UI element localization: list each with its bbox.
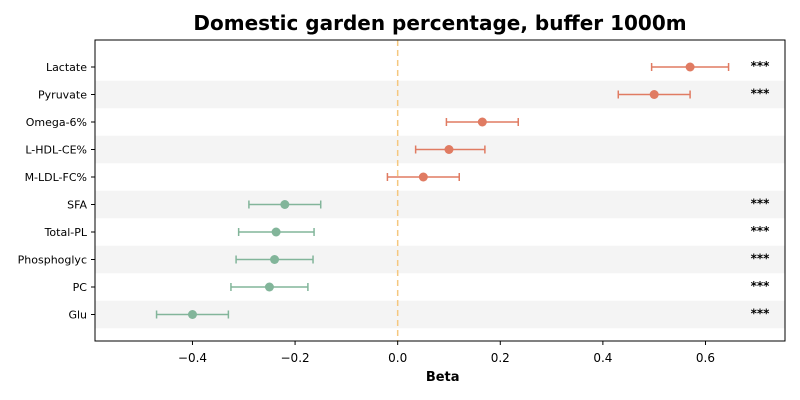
coefficient-row	[650, 62, 730, 72]
coefficient-row	[155, 310, 230, 319]
x-tick-label: −0.2	[281, 351, 310, 365]
beta-point	[444, 145, 454, 154]
chart-title: Domestic garden percentage, buffer 1000m	[193, 11, 686, 35]
beta-point	[418, 172, 428, 182]
significance-markers: *** *** *** *** *** *** ***	[751, 59, 771, 321]
y-tick-label: Omega-6%	[26, 116, 87, 129]
coefficient-row	[235, 255, 314, 264]
beta-point	[270, 255, 280, 264]
x-tick-label: 0.4	[593, 351, 612, 365]
y-tick-label: Total-PL	[44, 226, 88, 239]
beta-point	[477, 117, 487, 127]
beta-point	[649, 90, 659, 99]
y-tick-label: M-LDL-FC%	[25, 171, 87, 184]
coefficient-row	[230, 282, 309, 292]
significance-label: ***	[751, 59, 771, 73]
x-axis: −0.4 −0.2 0.0 0.2 0.4 0.6	[178, 341, 715, 365]
x-tick-label: 0.2	[491, 351, 510, 365]
beta-point	[280, 200, 290, 209]
coefficient-row	[237, 227, 315, 237]
y-tick-label: SFA	[67, 199, 87, 212]
significance-label: ***	[751, 252, 771, 266]
beta-point	[685, 62, 695, 72]
y-tick-label: L-HDL-CE%	[25, 144, 87, 157]
x-tick-label: 0.0	[388, 351, 407, 365]
row-band	[95, 190, 785, 219]
y-axis: Lactate Pyruvate Omega-6% L-HDL-CE% M-LDL-FC…	[18, 61, 95, 322]
row-band	[95, 245, 785, 274]
significance-label: ***	[751, 307, 771, 321]
coefficient-marks	[155, 62, 730, 319]
y-tick-label: Phosphoglyc	[18, 254, 87, 267]
plot-frame	[94, 39, 786, 342]
beta-point	[271, 227, 281, 237]
x-tick-label: 0.6	[696, 351, 715, 365]
x-axis-label: Beta	[426, 370, 460, 385]
y-tick-label: PC	[73, 281, 88, 294]
coefficient-row	[414, 145, 486, 154]
x-tick-label: −0.4	[178, 351, 207, 365]
y-tick-label: Pyruvate	[38, 89, 87, 102]
significance-label: ***	[751, 87, 771, 101]
y-tick-label: Lactate	[46, 61, 87, 74]
coefficient-row	[617, 90, 691, 99]
row-bands	[95, 80, 785, 329]
coefficient-row	[248, 200, 322, 209]
coefficient-row	[386, 172, 460, 182]
significance-label: ***	[751, 224, 771, 238]
beta-point	[264, 282, 274, 292]
y-tick-label: Glu	[68, 309, 87, 322]
significance-label: ***	[751, 197, 771, 211]
beta-point	[187, 310, 197, 319]
coefficient-row	[445, 117, 519, 127]
significance-label: ***	[751, 279, 771, 293]
